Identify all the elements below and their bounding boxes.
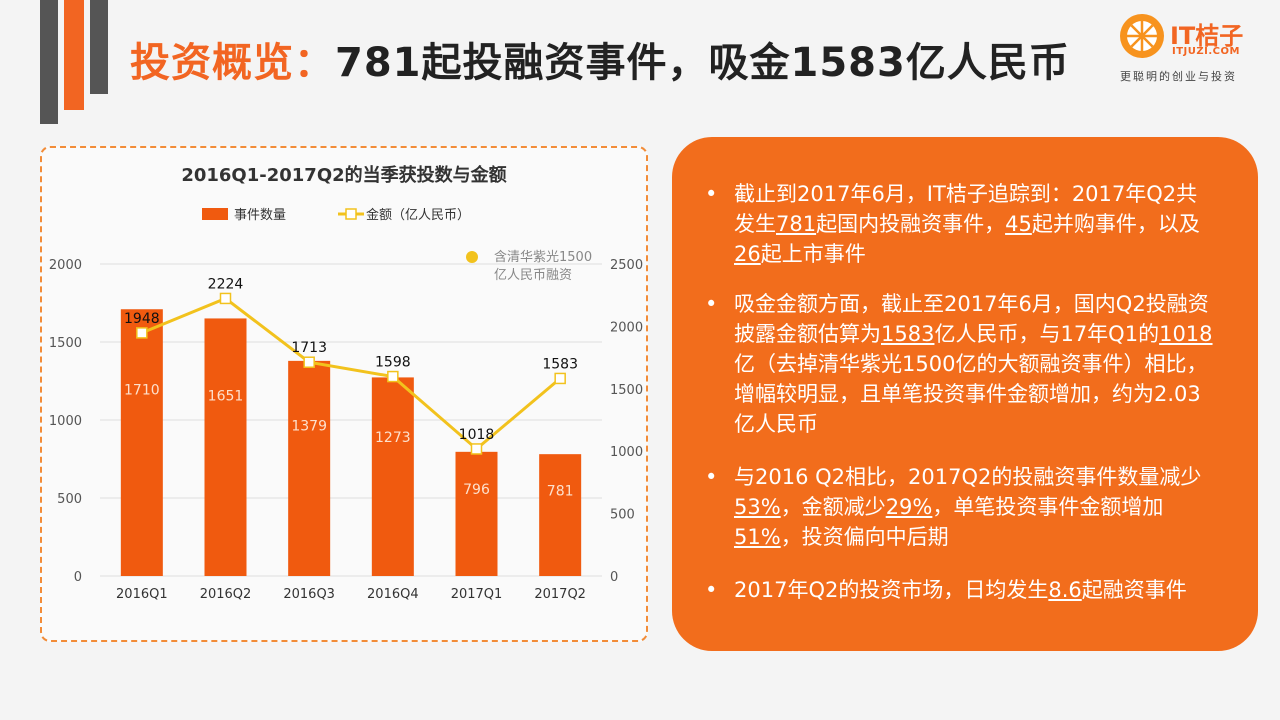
deco-bar-gray-1 xyxy=(40,0,58,124)
annotation-line-2: 亿人民币融资 xyxy=(494,268,572,283)
y-right-tick-label: 2500 xyxy=(610,258,643,273)
highlight-value: 53% xyxy=(734,495,781,519)
summary-text: 起国内投融资事件， xyxy=(816,212,1006,236)
y-left-tick-label: 2000 xyxy=(49,258,82,273)
y-left-tick-label: 1000 xyxy=(49,414,82,429)
summary-text: 吸金金额方面，截止至2017年6月，国内Q2投融资披露金额估算为 xyxy=(734,292,1209,346)
annotation-line-1: 含清华紫光1500 xyxy=(494,249,592,265)
y-right-tick-label: 0 xyxy=(610,570,618,585)
chart-title: 2016Q1-2017Q2的当季获投数与金额 xyxy=(181,164,506,186)
line-point xyxy=(303,356,315,368)
summary-item: • 与2016 Q2相比，2017Q2的投融资事件数量减少53%，金额减少29%，… xyxy=(672,462,1258,552)
bar-data-label: 1651 xyxy=(208,389,244,405)
y-right-tick-label: 2000 xyxy=(610,320,643,335)
line-point xyxy=(554,372,566,385)
summary-item: • 吸金金额方面，截止至2017年6月，国内Q2投融资披露金额估算为1583亿人民… xyxy=(672,289,1258,439)
line-point xyxy=(219,292,232,305)
summary-text: 亿（去掉清华紫光1500亿的大额融资事件）相比，增幅较明显，且单笔投资事件金额增… xyxy=(734,352,1208,436)
bar xyxy=(204,318,247,576)
page-title-prefix: 投资概览： xyxy=(130,40,335,86)
bar xyxy=(455,451,498,576)
bar xyxy=(371,377,414,576)
x-tick-label: 2016Q1 xyxy=(116,587,168,602)
line-data-label: 1018 xyxy=(459,427,495,443)
summary-text: 起上市事件 xyxy=(760,242,866,266)
y-left-tick-label: 0 xyxy=(74,570,82,585)
page-title: 投资概览：781起投融资事件，吸金1583亿人民币 xyxy=(130,30,1070,88)
summary-text: 亿人民币，与17年Q1的 xyxy=(934,322,1160,346)
logo-url: ITJUZI.COM xyxy=(1172,46,1240,57)
bar-data-label: 1379 xyxy=(291,418,327,434)
x-tick-label: 2017Q2 xyxy=(534,587,586,602)
summary-text: 起融资事件 xyxy=(1081,578,1187,602)
logo: IT桔子 ITJUZI.COM 更聪明的创业与投资 xyxy=(1118,12,1268,92)
line-point xyxy=(136,327,148,339)
y-left-tick-label: 500 xyxy=(57,492,82,507)
bar-data-label: 796 xyxy=(463,482,490,498)
logo-slogan: 更聪明的创业与投资 xyxy=(1120,70,1237,83)
bar xyxy=(539,454,582,576)
line-data-label: 1583 xyxy=(542,356,578,372)
highlight-value: 781 xyxy=(776,212,817,236)
summary-text: 起并购事件，以及 xyxy=(1031,212,1200,236)
summary-text: 与2016 Q2相比，2017Q2的投融资事件数量减少 xyxy=(734,465,1202,489)
logo-name: IT桔子 xyxy=(1170,22,1244,50)
series-line xyxy=(141,296,562,451)
bullet-icon: • xyxy=(705,578,718,602)
highlight-value: 1018 xyxy=(1159,322,1213,346)
highlight-value: 8.6 xyxy=(1048,578,1082,602)
legend-line-marker xyxy=(345,208,357,220)
y-right-tick-label: 500 xyxy=(610,508,635,523)
chart-container: 2016Q1-2017Q2的当季获投数与金额事件数量 金额（亿人民币） 0 500 10… xyxy=(40,146,648,642)
x-tick-label: 2016Q2 xyxy=(200,587,252,602)
highlight-value: 1583 xyxy=(881,322,935,346)
summary-text: ，金额减少 xyxy=(780,495,886,519)
legend-bar-label: 事件数量 xyxy=(234,208,286,223)
deco-bar-gray-2 xyxy=(90,0,108,94)
summary-text: 2017年Q2的投资市场，日均发生 xyxy=(734,578,1049,602)
y-left-tick-label: 1500 xyxy=(49,336,82,351)
summary-text: ，投资偏向中后期 xyxy=(780,525,949,549)
bar-data-label: 1710 xyxy=(124,382,160,398)
x-tick-label: 2016Q3 xyxy=(283,587,335,602)
legend-bar-swatch xyxy=(202,208,228,220)
bar-data-label: 781 xyxy=(547,484,574,500)
highlight-value: 26 xyxy=(734,242,761,266)
summary-panel: • 截止到2017年6月，IT桔子追踪到：2017年Q2共发生781起国内投融资事… xyxy=(672,137,1258,651)
line-data-label: 1713 xyxy=(291,340,327,356)
bar-data-label: 1273 xyxy=(375,430,411,446)
bar xyxy=(120,309,163,576)
line-point xyxy=(387,370,399,383)
line-point xyxy=(470,443,483,455)
highlight-value: 45 xyxy=(1005,212,1032,236)
x-tick-label: 2017Q1 xyxy=(451,587,503,602)
deco-bar-orange xyxy=(64,0,84,110)
orange-slice-icon xyxy=(1120,14,1164,58)
bullet-icon: • xyxy=(705,182,718,206)
annotation-marker xyxy=(466,251,478,263)
bullet-icon: • xyxy=(705,465,718,489)
highlight-value: 29% xyxy=(885,495,933,519)
line-data-label: 1948 xyxy=(124,311,160,327)
y-right-tick-label: 1000 xyxy=(610,445,643,460)
highlight-value: 51% xyxy=(734,525,781,549)
page-title-rest: 781起投融资事件，吸金1583亿人民币 xyxy=(335,40,1070,86)
bullet-icon: • xyxy=(705,292,718,316)
summary-text: ，单笔投资事件金额增加 xyxy=(932,495,1164,519)
legend-line-label: 金额（亿人民币） xyxy=(366,207,470,223)
line-data-label: 1598 xyxy=(375,355,411,371)
line-data-label: 2224 xyxy=(208,276,244,292)
bar xyxy=(288,360,331,576)
summary-item: • 2017年Q2的投资市场，日均发生8.6起融资事件 xyxy=(672,575,1258,605)
summary-item: • 截止到2017年6月，IT桔子追踪到：2017年Q2共发生781起国内投融资事… xyxy=(672,179,1258,269)
x-tick-label: 2016Q4 xyxy=(367,587,419,602)
summary-text: 截止到2017年6月，IT桔子追踪到：2017年Q2共发生 xyxy=(734,182,1198,236)
y-right-tick-label: 1500 xyxy=(610,383,643,398)
